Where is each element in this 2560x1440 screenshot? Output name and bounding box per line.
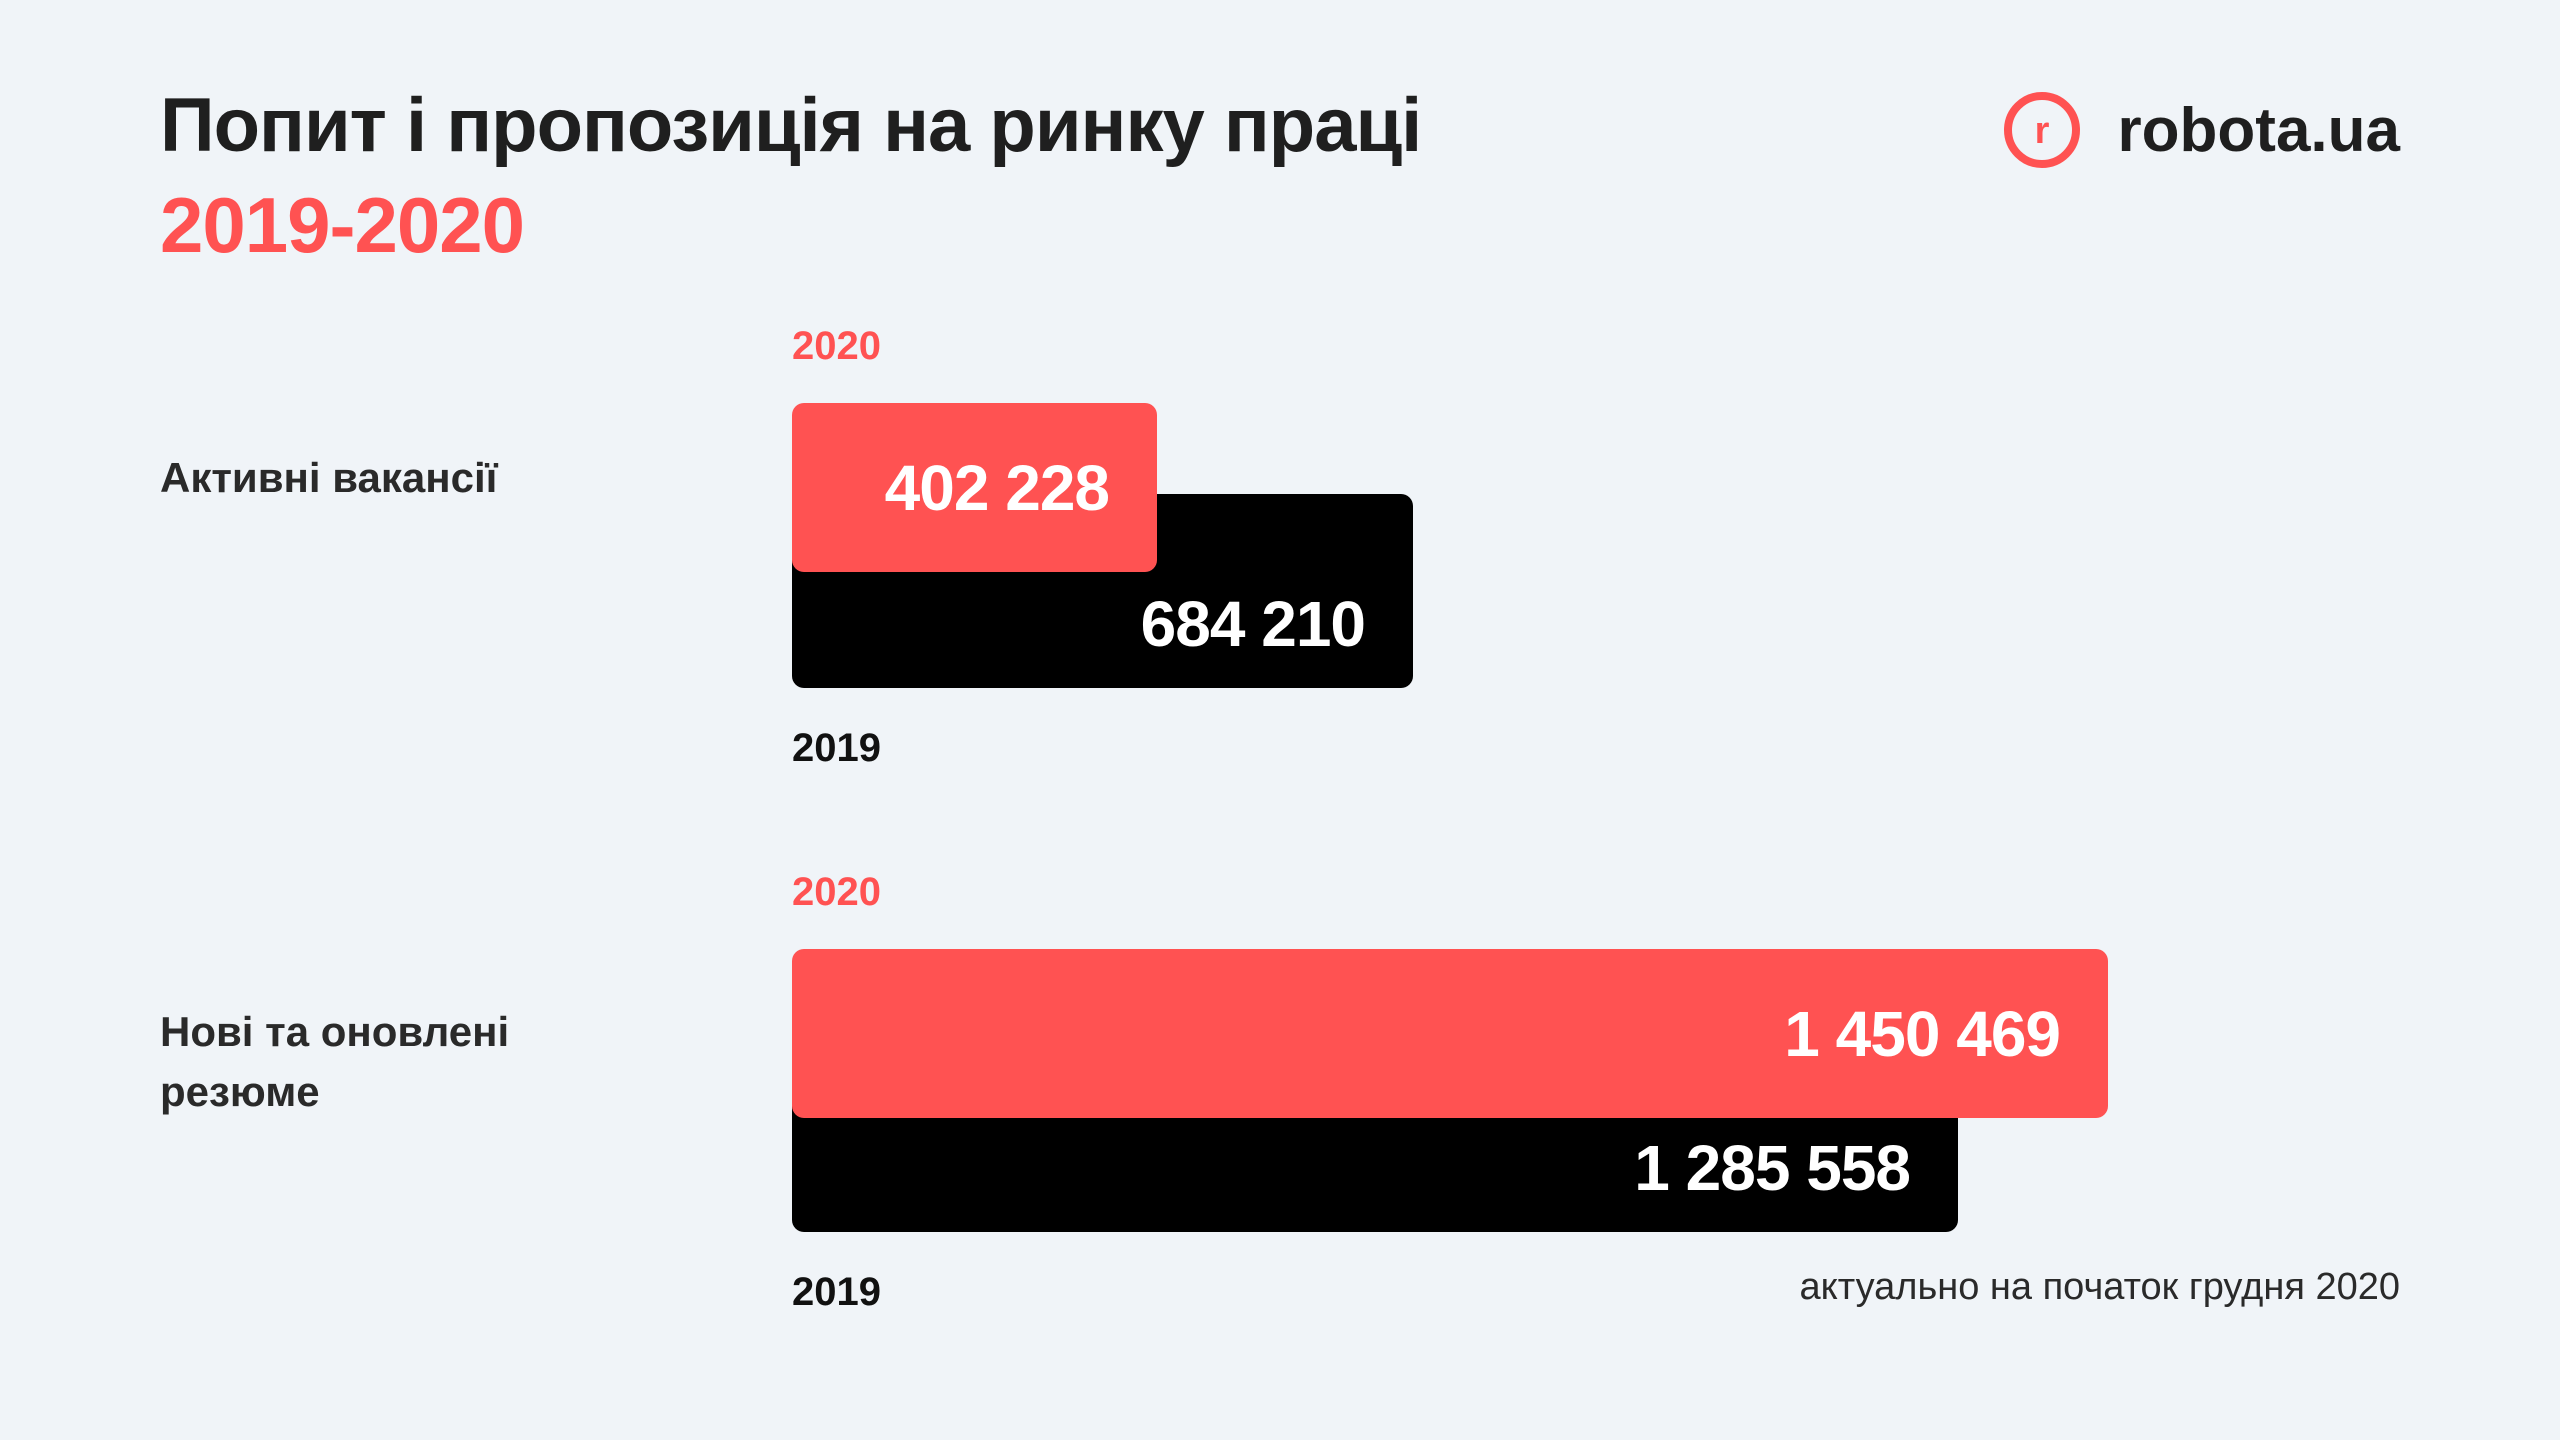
year-2019-label-resumes: 2019 [792,1270,881,1314]
bar-2020-vacancies: 402 228 [792,403,1157,572]
row-label-vacancies: Активні вакансії [160,454,498,501]
footnote: актуально на початок грудня 2020 [1799,1266,2400,1308]
year-2019-label-vacancies: 2019 [792,726,881,770]
year-2020-label-resumes: 2020 [792,870,881,914]
value-2019-vacancies: 684 210 [1140,588,1366,660]
row-label-resumes: Нові та оновлені резюме [160,1008,510,1115]
value-2020-resumes: 1 450 469 [1784,997,2061,1070]
logo-letter: r [2034,110,2049,152]
year-2020-label-vacancies: 2020 [792,324,881,368]
chart-subtitle: 2019-2020 [160,181,525,269]
chart-title: Попит і пропозиція на ринку праці [160,83,1422,168]
value-2019-resumes: 1 285 558 [1634,1132,1911,1204]
robota-logo-icon: r [2003,92,2080,168]
brand-logo[interactable]: r robota.ua [2002,88,2400,172]
logo-text: robota.ua [2117,95,2400,165]
value-2020-vacancies: 402 228 [884,451,1110,524]
bar-2020-resumes: 1 450 469 [792,949,2108,1118]
